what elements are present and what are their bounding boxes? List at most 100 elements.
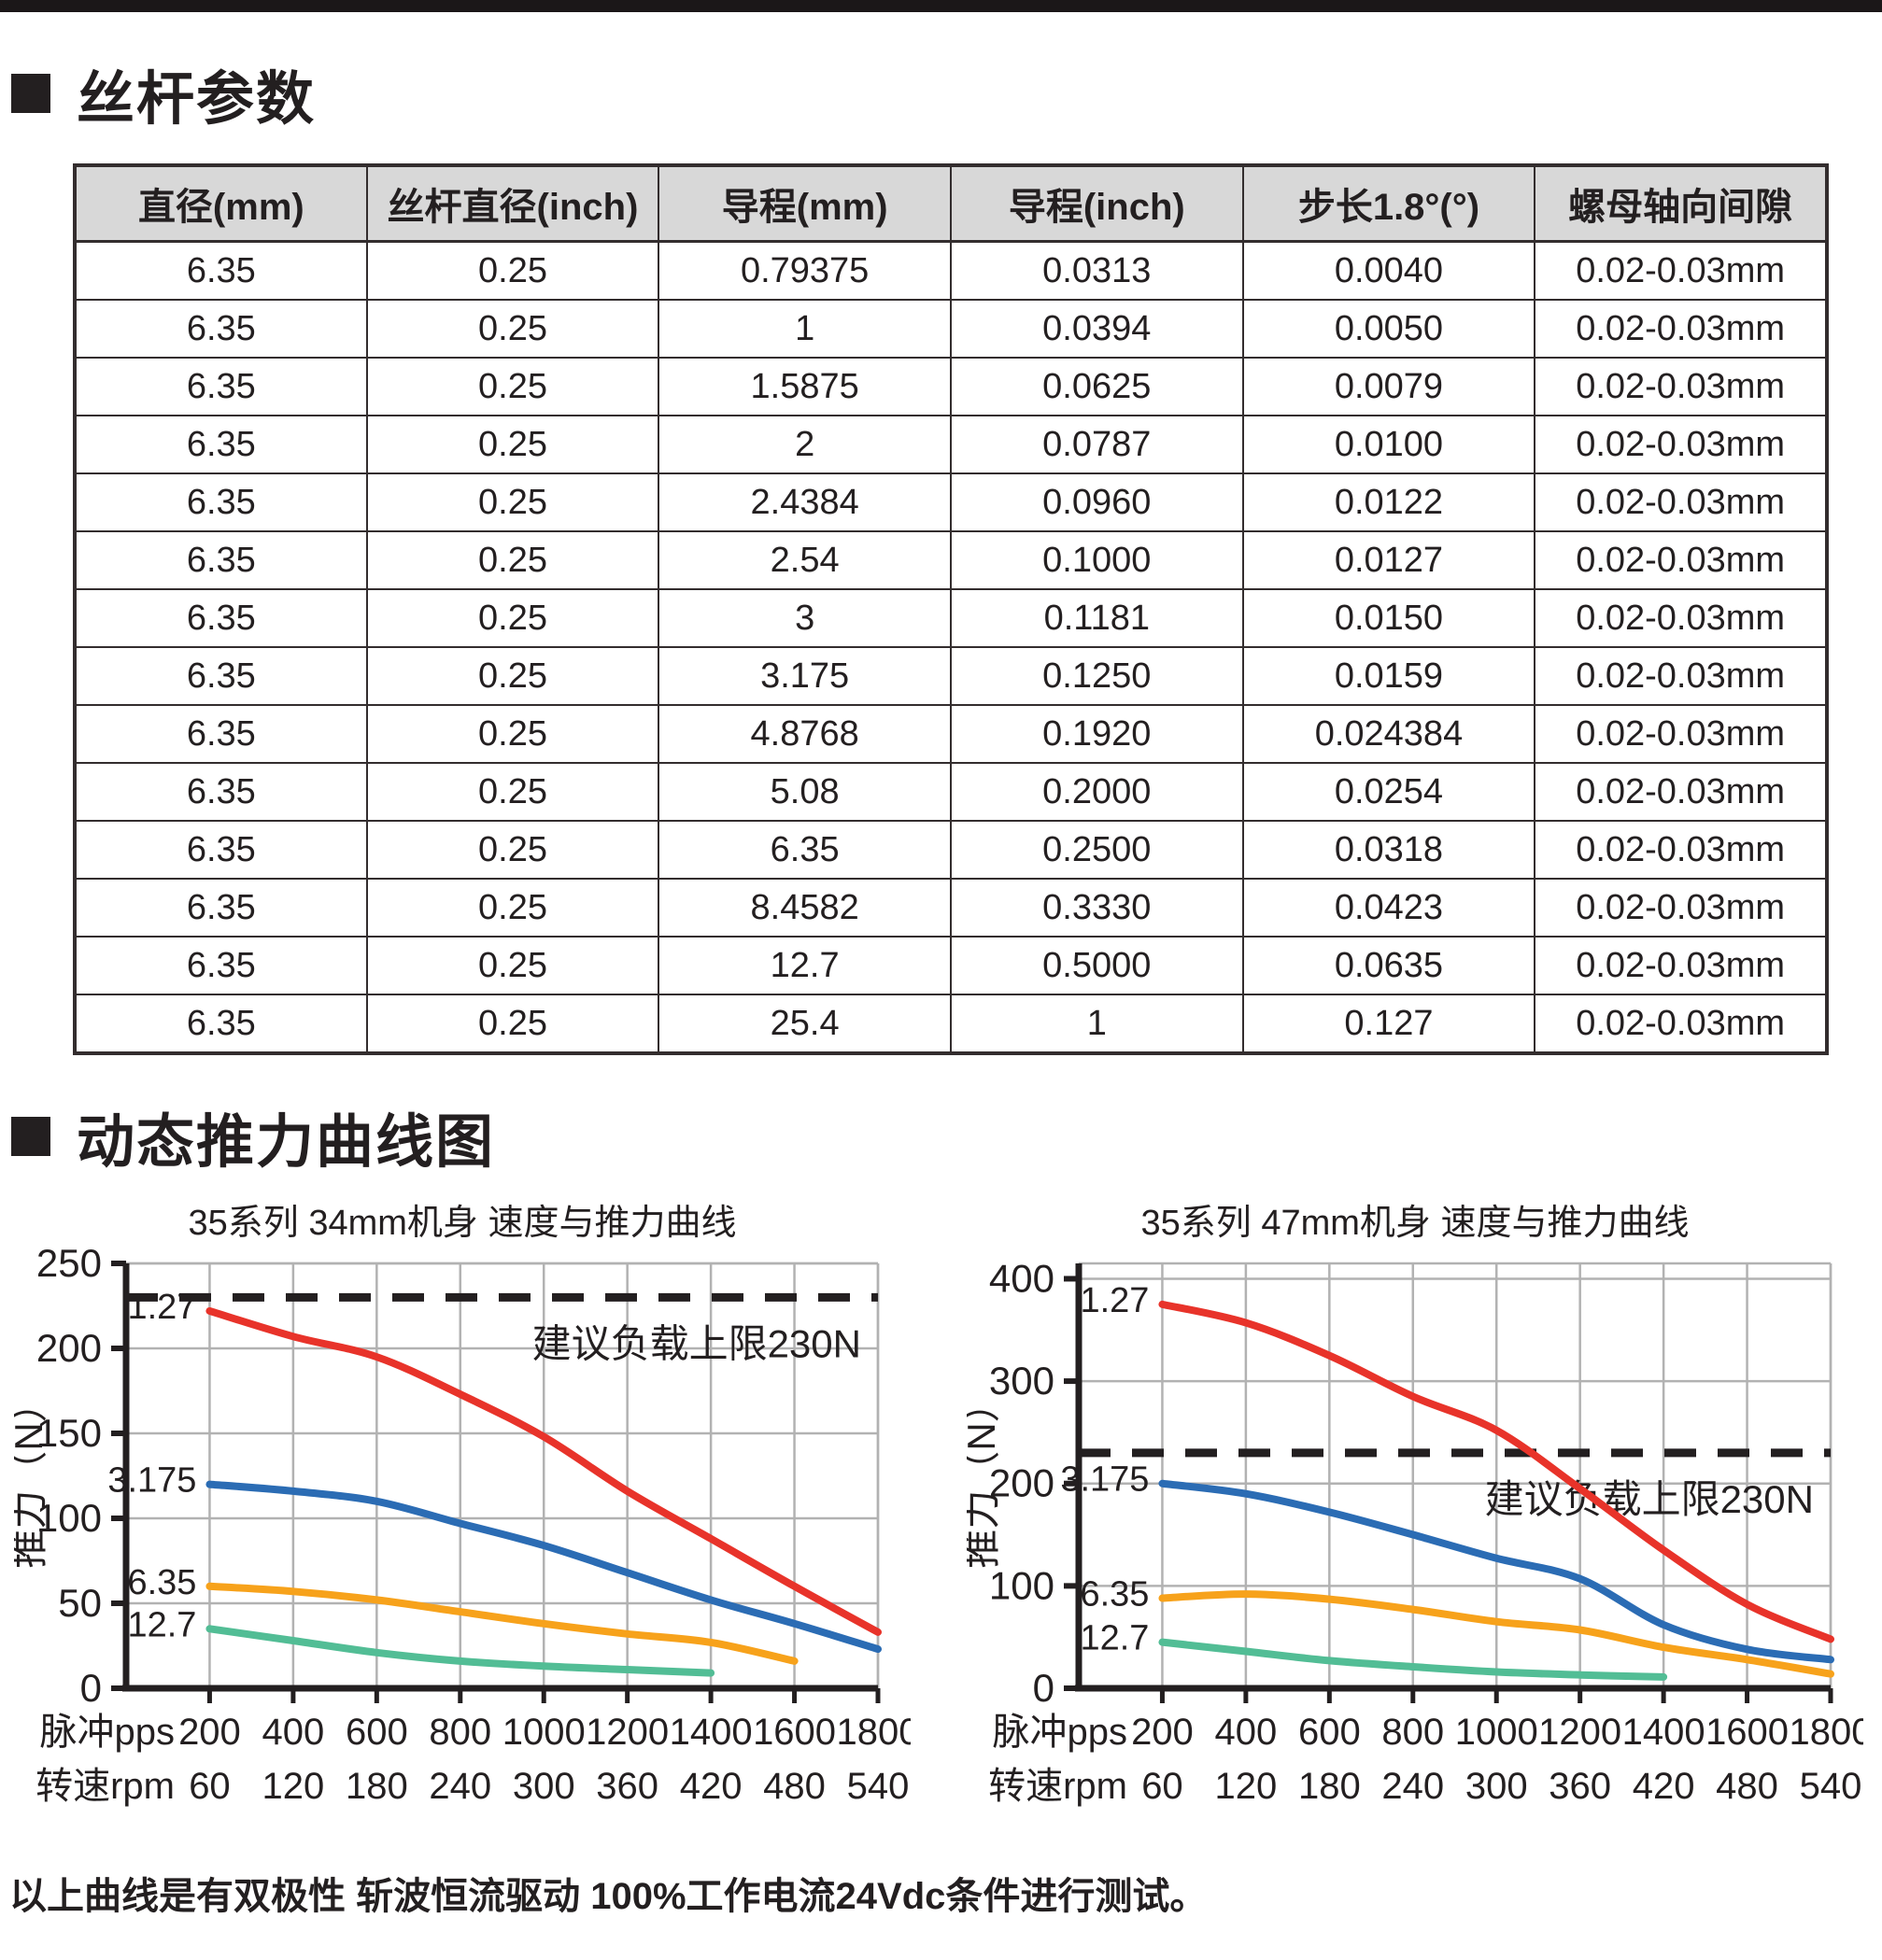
table-cell: 6.35 xyxy=(74,878,368,938)
table-row: 6.35 0.25 4.8768 0.1920 0.024384 0.02-0.03mm xyxy=(74,704,1828,764)
x-tick-label-rpm: 60 xyxy=(189,1766,231,1807)
x-tick-label-pps: 1000 xyxy=(502,1712,586,1753)
x-tick-label-rpm: 420 xyxy=(1633,1766,1695,1807)
y-axis-title: 推力（N） xyxy=(14,1383,50,1568)
column-header: 导程(inch) xyxy=(949,164,1244,243)
table-cell: 0.0100 xyxy=(1241,415,1536,474)
charts-row: 35系列 34mm机身 速度与推力曲线 0 50 100 150 200 250 200 60… xyxy=(14,1197,1882,1810)
series-lead-label: 1.27 xyxy=(1080,1281,1149,1320)
load-limit-label: 建议负载上限230N xyxy=(532,1321,861,1365)
table-cell: 0.25 xyxy=(365,820,660,880)
x-tick-label-rpm: 300 xyxy=(1465,1766,1528,1807)
table-cell: 0.0394 xyxy=(949,299,1244,359)
x-tick-label-pps: 1800 xyxy=(837,1712,911,1753)
x-tick-label-rpm: 540 xyxy=(847,1766,910,1807)
pps-row-header: 脉冲pps xyxy=(40,1712,176,1753)
table-cell: 0.0079 xyxy=(1241,357,1536,416)
chart-34mm: 35系列 34mm机身 速度与推力曲线 0 50 100 150 200 250 200 60… xyxy=(14,1197,911,1810)
table-cell: 6.35 xyxy=(74,704,368,764)
y-tick-label: 200 xyxy=(36,1326,102,1370)
chart-title: 35系列 47mm机身 速度与推力曲线 xyxy=(1140,1204,1690,1243)
table-cell: 1 xyxy=(658,299,952,359)
test-condition-note: 以上曲线是有双极性 斩波恒流驱动 100%工作电流24Vdc条件进行测试。 xyxy=(9,1876,1208,1917)
column-header: 丝杆直径(inch) xyxy=(365,164,660,243)
y-tick-label: 400 xyxy=(989,1256,1054,1300)
series-lead-label: 3.175 xyxy=(1060,1460,1149,1500)
table-cell: 5.08 xyxy=(658,762,952,822)
top-black-bar xyxy=(0,0,1882,12)
table-cell: 0.02-0.03mm xyxy=(1534,936,1828,995)
table-row: 6.35 0.25 25.4 1 0.127 0.02-0.03mm xyxy=(74,994,1828,1054)
x-tick-label-pps: 800 xyxy=(1381,1712,1444,1753)
table-cell: 0.79375 xyxy=(658,240,952,301)
series-12.7-curve xyxy=(205,1625,715,1677)
table-cell: 0.25 xyxy=(365,762,660,822)
table-row: 6.35 0.25 3.175 0.1250 0.0159 0.02-0.03mm xyxy=(74,646,1828,706)
table-cell: 0.0127 xyxy=(1241,530,1536,590)
table-cell: 0.25 xyxy=(365,472,660,532)
x-tick-label-rpm: 180 xyxy=(346,1766,408,1807)
thrust-chart-34mm: 0 50 100 150 200 250 200 60 400 120 600 180 800 240 10… xyxy=(14,1249,911,1807)
y-tick-label: 300 xyxy=(989,1359,1054,1403)
y-tick-label: 50 xyxy=(58,1581,102,1625)
thrust-chart-47mm: 0 100 200 300 400 200 60 400 120 600 180 800 240 1000… xyxy=(967,1256,1863,1807)
load-limit-label: 建议负载上限230N xyxy=(1485,1477,1814,1521)
section-header-screw-params: 丝杆参数 xyxy=(11,51,1882,135)
table-cell: 0.0122 xyxy=(1241,472,1536,532)
screw-param-table-body: 6.35 0.25 0.79375 0.0313 0.0040 0.02-0.03mm 6.… xyxy=(74,240,1828,1054)
table-cell: 0.25 xyxy=(365,588,660,648)
table-cell: 1.5875 xyxy=(658,357,952,416)
table-cell: 0.127 xyxy=(1241,994,1536,1054)
table-cell: 0.0313 xyxy=(949,240,1244,301)
table-row: 6.35 0.25 8.4582 0.3330 0.0423 0.02-0.03mm xyxy=(74,878,1828,938)
x-tick-label-pps: 1200 xyxy=(586,1712,669,1753)
chart-47mm: 35系列 47mm机身 速度与推力曲线 0 100 200 300 400 200 60 40… xyxy=(967,1197,1863,1810)
table-cell: 0.02-0.03mm xyxy=(1534,240,1828,301)
square-bullet-icon xyxy=(11,1117,50,1156)
column-header: 步长1.8°(°) xyxy=(1241,164,1536,243)
table-cell: 6.35 xyxy=(74,357,368,416)
series-lead-label: 12.7 xyxy=(127,1605,196,1644)
table-cell: 0.1920 xyxy=(949,704,1244,764)
x-tick-label-rpm: 240 xyxy=(1381,1766,1444,1807)
table-cell: 0.1181 xyxy=(949,588,1244,648)
x-tick-label-rpm: 360 xyxy=(596,1766,658,1807)
x-tick-label-rpm: 480 xyxy=(763,1766,826,1807)
table-cell: 0.02-0.03mm xyxy=(1534,820,1828,880)
table-cell: 0.02-0.03mm xyxy=(1534,357,1828,416)
table-cell: 0.0150 xyxy=(1241,588,1536,648)
table-cell: 2.4384 xyxy=(658,472,952,532)
x-tick-label-rpm: 120 xyxy=(1215,1766,1278,1807)
series-lead-label: 3.175 xyxy=(107,1461,196,1501)
rpm-row-header: 转速rpm xyxy=(35,1766,175,1807)
rpm-row-header: 转速rpm xyxy=(988,1766,1127,1807)
table-row: 6.35 0.25 2.54 0.1000 0.0127 0.02-0.03mm xyxy=(74,530,1828,590)
table-cell: 3.175 xyxy=(658,646,952,706)
table-cell: 0.02-0.03mm xyxy=(1534,704,1828,764)
y-tick-label: 0 xyxy=(1033,1666,1054,1710)
table-cell: 6.35 xyxy=(74,762,368,822)
table-cell: 6.35 xyxy=(658,820,952,880)
table-cell: 0.02-0.03mm xyxy=(1534,299,1828,359)
table-cell: 6.35 xyxy=(74,240,368,301)
table-cell: 0.0318 xyxy=(1241,820,1536,880)
table-cell: 0.2000 xyxy=(949,762,1244,822)
x-tick-label-pps: 1400 xyxy=(670,1712,753,1753)
y-tick-label: 150 xyxy=(36,1411,102,1455)
table-cell: 1 xyxy=(949,994,1244,1054)
x-tick-label-pps: 1200 xyxy=(1538,1712,1621,1753)
column-header: 直径(mm) xyxy=(74,164,368,243)
x-tick-label-rpm: 180 xyxy=(1298,1766,1361,1807)
series-3.175-curve xyxy=(1158,1479,1834,1664)
table-cell: 0.0050 xyxy=(1241,299,1536,359)
x-tick-label-pps: 400 xyxy=(1215,1712,1278,1753)
x-tick-label-rpm: 480 xyxy=(1716,1766,1778,1807)
table-cell: 0.25 xyxy=(365,704,660,764)
table-cell: 6.35 xyxy=(74,820,368,880)
table-cell: 12.7 xyxy=(658,936,952,995)
table-cell: 0.02-0.03mm xyxy=(1534,415,1828,474)
table-cell: 0.1000 xyxy=(949,530,1244,590)
table-cell: 0.0960 xyxy=(949,472,1244,532)
table-cell: 4.8768 xyxy=(658,704,952,764)
x-tick-label-rpm: 420 xyxy=(680,1766,743,1807)
